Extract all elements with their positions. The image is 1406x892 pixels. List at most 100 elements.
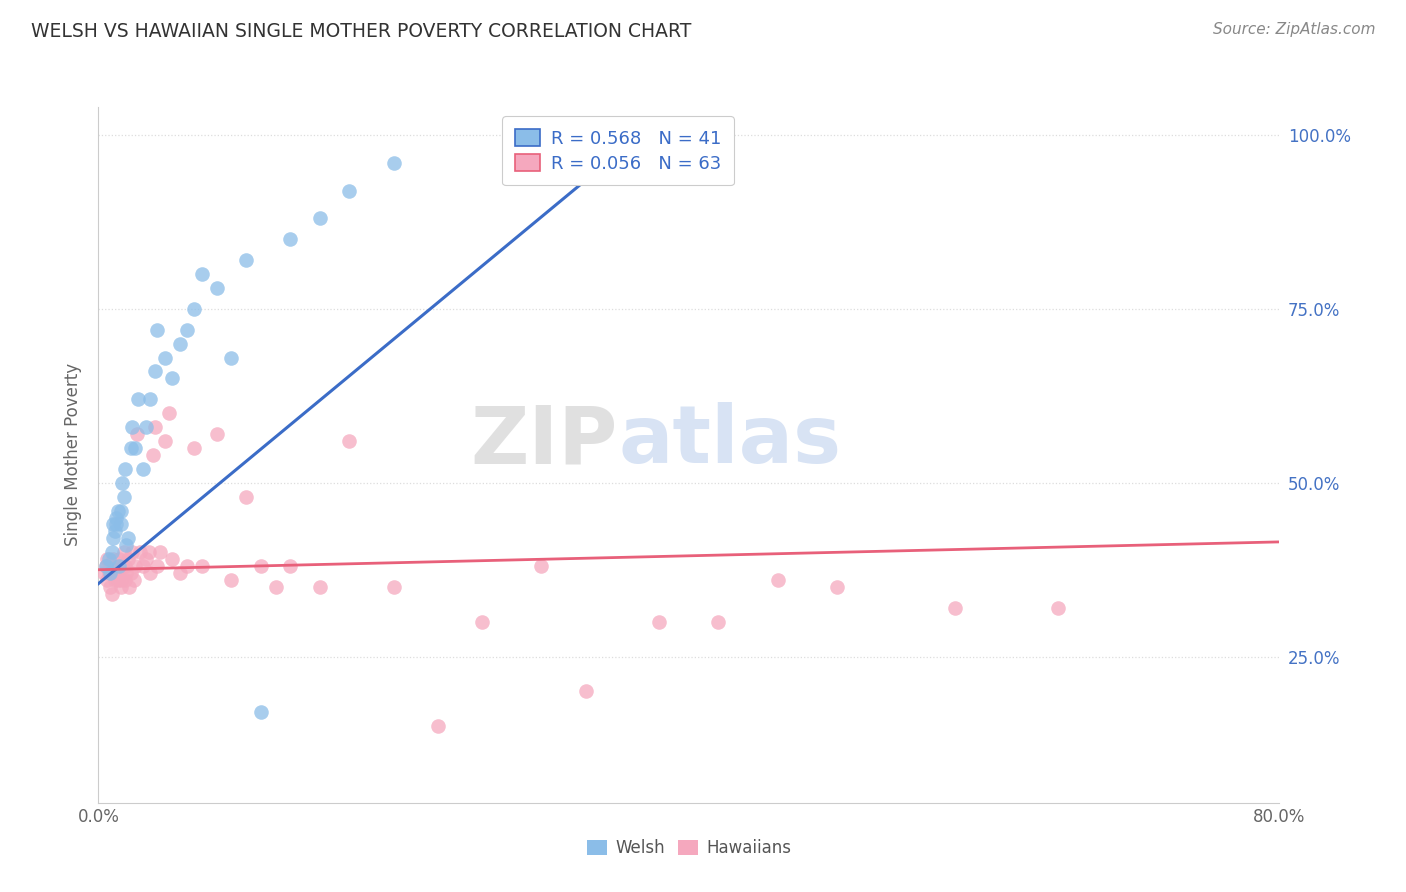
Point xyxy=(825,580,848,594)
Point xyxy=(142,448,165,462)
Point xyxy=(115,538,138,552)
Point xyxy=(135,552,157,566)
Point xyxy=(157,406,180,420)
Point xyxy=(108,552,131,566)
Point xyxy=(93,566,115,581)
Point xyxy=(107,573,129,587)
Point xyxy=(115,566,138,581)
Point xyxy=(235,490,257,504)
Point xyxy=(108,559,131,574)
Point xyxy=(138,545,160,559)
Point xyxy=(235,253,257,268)
Point xyxy=(176,559,198,574)
Point xyxy=(574,684,596,698)
Point xyxy=(339,184,360,198)
Text: ZIP: ZIP xyxy=(471,402,619,480)
Point xyxy=(125,427,148,442)
Point xyxy=(191,267,214,281)
Point xyxy=(103,532,125,546)
Point xyxy=(98,566,121,581)
Point xyxy=(103,566,125,581)
Point xyxy=(143,364,166,378)
Point xyxy=(107,559,129,574)
Point xyxy=(309,580,332,594)
Point xyxy=(111,559,134,574)
Point xyxy=(146,559,169,574)
Point xyxy=(309,211,332,226)
Point xyxy=(112,545,135,559)
Point xyxy=(1046,601,1069,615)
Point xyxy=(103,517,125,532)
Legend: Welsh, Hawaiians: Welsh, Hawaiians xyxy=(579,833,799,864)
Point xyxy=(169,566,191,581)
Point xyxy=(121,420,143,434)
Point xyxy=(153,351,176,365)
Point xyxy=(139,566,162,581)
Point xyxy=(114,559,136,574)
Point xyxy=(100,545,122,559)
Point xyxy=(471,615,494,629)
Point xyxy=(112,490,135,504)
Point xyxy=(219,351,242,365)
Point xyxy=(205,427,228,442)
Point xyxy=(382,580,405,594)
Point xyxy=(110,580,132,594)
Point xyxy=(132,559,155,574)
Point xyxy=(103,552,125,566)
Point xyxy=(96,573,118,587)
Point xyxy=(135,420,157,434)
Point xyxy=(169,336,191,351)
Text: Source: ZipAtlas.com: Source: ZipAtlas.com xyxy=(1212,22,1375,37)
Point xyxy=(943,601,966,615)
Point xyxy=(139,392,162,407)
Point xyxy=(219,573,242,587)
Point xyxy=(105,510,128,524)
Point xyxy=(162,552,183,566)
Point xyxy=(183,301,205,316)
Point xyxy=(427,719,450,733)
Point xyxy=(146,323,169,337)
Point xyxy=(191,559,214,574)
Text: WELSH VS HAWAIIAN SINGLE MOTHER POVERTY CORRELATION CHART: WELSH VS HAWAIIAN SINGLE MOTHER POVERTY … xyxy=(31,22,692,41)
Text: atlas: atlas xyxy=(619,402,841,480)
Point xyxy=(110,573,132,587)
Point xyxy=(97,566,120,581)
Point xyxy=(264,580,287,594)
Point xyxy=(121,545,143,559)
Point xyxy=(100,587,122,601)
Point xyxy=(766,573,789,587)
Point xyxy=(96,552,118,566)
Point xyxy=(250,706,273,720)
Point xyxy=(120,566,142,581)
Point xyxy=(98,580,121,594)
Point xyxy=(118,580,141,594)
Point xyxy=(114,462,136,476)
Point xyxy=(94,559,117,574)
Point xyxy=(648,615,671,629)
Point xyxy=(117,532,139,546)
Point xyxy=(162,371,183,385)
Point xyxy=(205,281,228,295)
Point xyxy=(339,434,360,448)
Point xyxy=(104,524,127,539)
Point xyxy=(117,552,139,566)
Point xyxy=(120,441,142,455)
Point xyxy=(97,552,120,566)
Point xyxy=(250,559,273,574)
Point xyxy=(105,517,128,532)
Point xyxy=(107,503,129,517)
Point xyxy=(153,434,176,448)
Point xyxy=(143,420,166,434)
Point xyxy=(278,559,302,574)
Point xyxy=(124,559,146,574)
Point xyxy=(114,573,136,587)
Point xyxy=(124,441,146,455)
Point xyxy=(127,392,149,407)
Point xyxy=(707,615,730,629)
Y-axis label: Single Mother Poverty: Single Mother Poverty xyxy=(65,363,83,547)
Point xyxy=(149,545,172,559)
Point xyxy=(176,323,198,337)
Point xyxy=(382,155,405,169)
Point xyxy=(104,573,127,587)
Point xyxy=(105,566,128,581)
